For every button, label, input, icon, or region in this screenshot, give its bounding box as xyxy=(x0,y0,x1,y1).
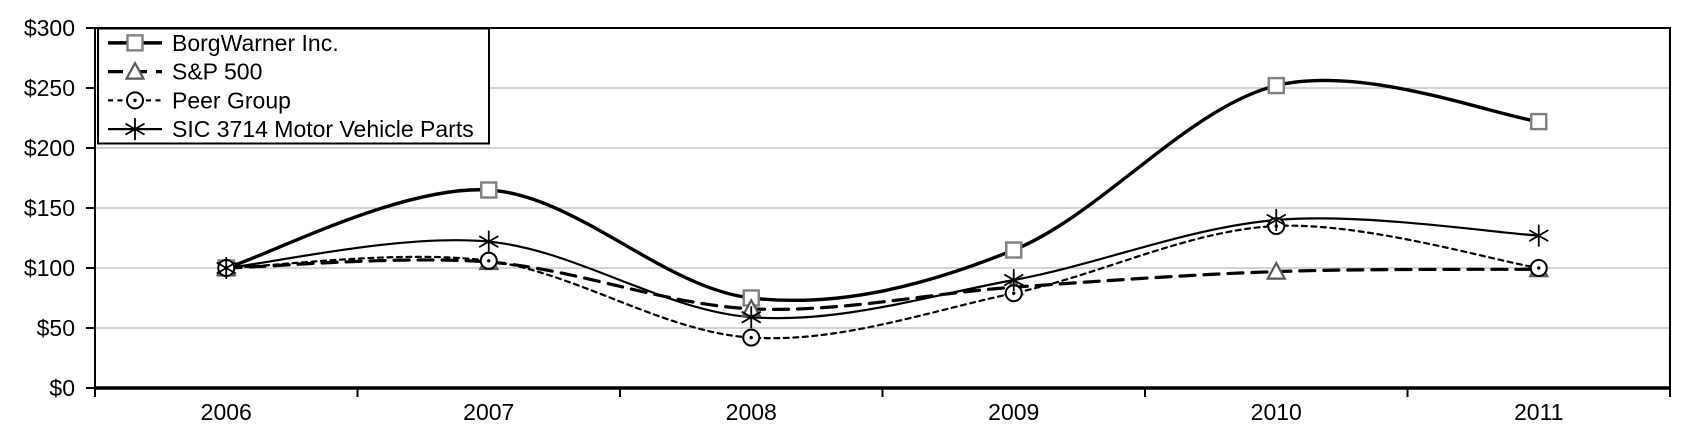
legend-item-s-p-500: S&P 500 xyxy=(108,59,262,85)
circle-marker-dot-icon xyxy=(487,259,491,263)
legend-label: SIC 3714 Motor Vehicle Parts xyxy=(172,116,474,142)
asterisk-marker-ray-icon xyxy=(1528,229,1549,242)
y-axis-label: $50 xyxy=(37,315,75,341)
circle-marker-dot-icon xyxy=(133,98,137,103)
y-axis-label: $300 xyxy=(24,15,75,41)
circle-marker-dot-icon xyxy=(1537,266,1541,270)
asterisk-marker-ray-icon xyxy=(125,122,145,136)
series-marker-s-p-500 xyxy=(1265,260,1287,280)
asterisk-marker-ray-icon xyxy=(478,235,499,248)
series-marker-sic-3714-motor-vehicle-parts xyxy=(216,257,237,279)
y-axis-label: $100 xyxy=(24,255,75,281)
legend-label: BorgWarner Inc. xyxy=(172,30,339,56)
series-marker-peer-group xyxy=(479,251,498,270)
legend-label: Peer Group xyxy=(172,87,291,113)
circle-marker-dot-icon xyxy=(1012,291,1016,295)
square-marker-icon xyxy=(1267,76,1285,95)
y-axis-label: $150 xyxy=(24,195,75,221)
series-marker-sic-3714-motor-vehicle-parts xyxy=(741,306,762,329)
series-marker-borgwarner-inc xyxy=(480,181,498,199)
square-marker-icon xyxy=(480,181,498,199)
series-marker-legend-peer-group xyxy=(126,91,144,110)
square-marker-icon xyxy=(1005,241,1023,259)
series-line-borgwarner-inc xyxy=(224,78,1541,303)
series-line-peer-group xyxy=(225,224,1540,340)
x-axis-label: 2011 xyxy=(1514,399,1563,425)
legend-item-peer-group: Peer Group xyxy=(108,87,291,113)
series-line-s-p-500 xyxy=(224,258,1541,311)
legend-box xyxy=(97,27,490,145)
x-axis-label: 2008 xyxy=(726,399,777,425)
x-axis-label: 2010 xyxy=(1251,399,1302,425)
series-marker-sic-3714-motor-vehicle-parts xyxy=(1003,269,1024,291)
series-marker-legend-sic-3714-motor-vehicle-parts xyxy=(125,118,145,141)
circle-marker-dot-icon xyxy=(749,335,753,340)
asterisk-marker-ray-icon xyxy=(1266,213,1287,227)
series-marker-borgwarner-inc xyxy=(1530,112,1548,131)
legend-item-sic-3714-motor-vehicle-parts: SIC 3714 Motor Vehicle Parts xyxy=(108,116,474,142)
legend-label: S&P 500 xyxy=(172,59,262,85)
series-marker-legend-borgwarner-inc xyxy=(126,34,144,52)
y-axis-label: $250 xyxy=(24,75,75,101)
y-axis-label: $0 xyxy=(49,375,75,401)
series-marker-borgwarner-inc xyxy=(1005,241,1023,259)
series-marker-peer-group xyxy=(1529,259,1548,277)
x-axis-label: 2007 xyxy=(463,399,514,425)
x-axis-label: 2006 xyxy=(201,399,252,425)
asterisk-marker-ray-icon xyxy=(216,261,237,275)
x-axis-label: 2009 xyxy=(988,399,1039,425)
triangle-marker-icon xyxy=(124,60,146,80)
square-marker-icon xyxy=(1530,112,1548,131)
asterisk-marker-ray-icon xyxy=(1003,273,1024,287)
series-marker-sic-3714-motor-vehicle-parts xyxy=(478,230,499,253)
legend-item-borgwarner-inc: BorgWarner Inc. xyxy=(108,30,339,56)
series-line-sic-3714-motor-vehicle-parts xyxy=(225,217,1540,320)
square-marker-icon xyxy=(126,34,144,52)
series-marker-sic-3714-motor-vehicle-parts xyxy=(1528,224,1549,247)
asterisk-marker-ray-icon xyxy=(741,310,762,324)
series-marker-peer-group xyxy=(742,328,761,347)
series-marker-sic-3714-motor-vehicle-parts xyxy=(1266,209,1287,231)
series-marker-borgwarner-inc xyxy=(1267,76,1285,95)
series-marker-legend-s-p-500 xyxy=(124,60,146,80)
y-axis-label: $200 xyxy=(24,135,75,161)
triangle-marker-icon xyxy=(1265,260,1287,280)
